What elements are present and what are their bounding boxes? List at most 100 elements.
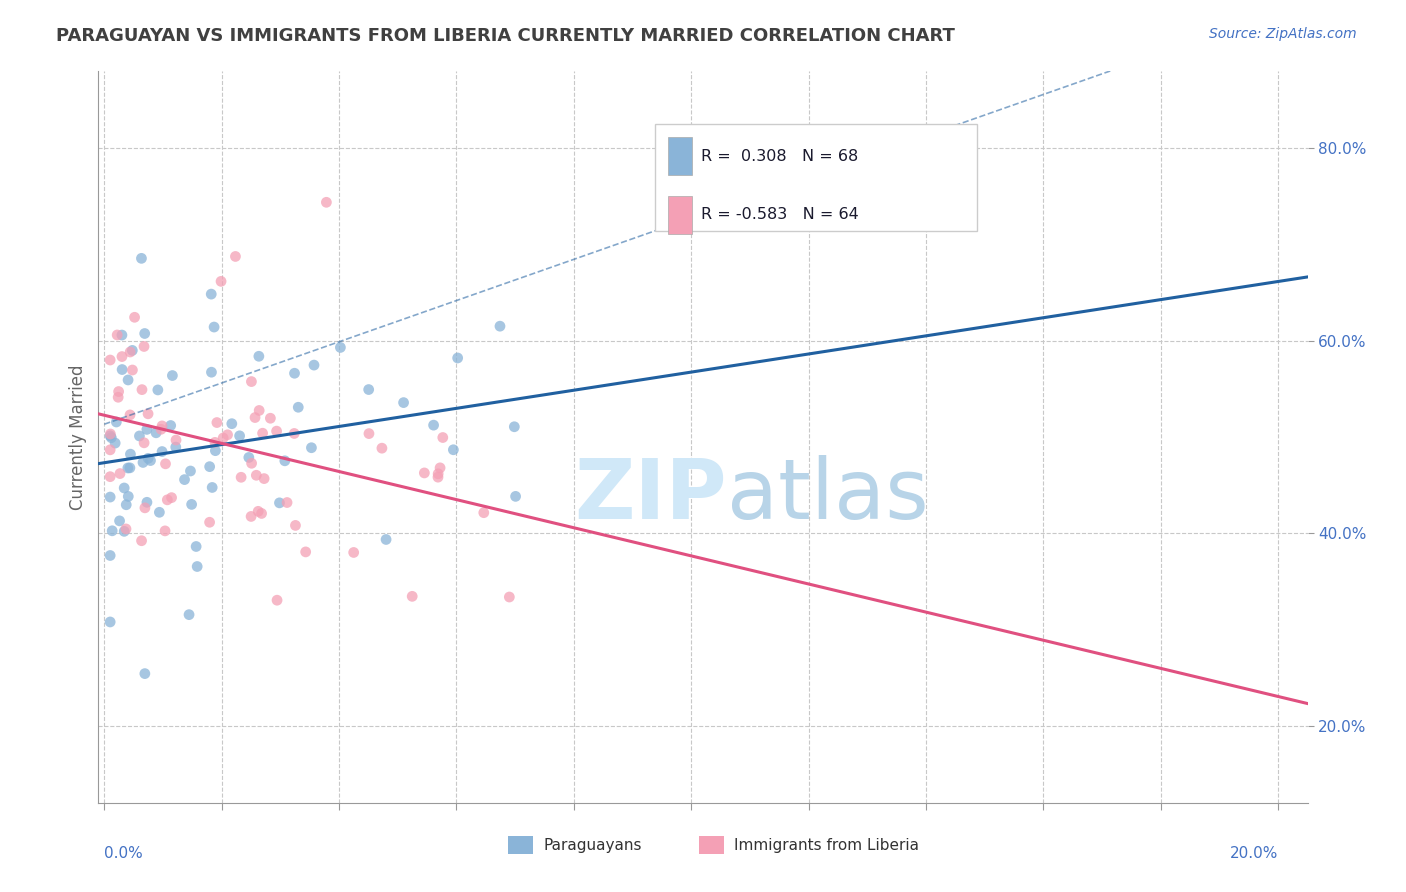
Point — [294, 545, 316, 559]
Point — [204, 443, 226, 458]
Point — [204, 435, 226, 450]
Point — [134, 326, 156, 341]
Point — [447, 351, 470, 365]
Y-axis label: Currently Married: Currently Married — [69, 364, 87, 510]
Point — [108, 467, 131, 481]
Point — [498, 590, 520, 604]
Text: Paraguayans: Paraguayans — [543, 838, 641, 853]
Point — [112, 524, 135, 539]
Point — [198, 515, 221, 529]
Point — [276, 495, 298, 509]
Point — [134, 666, 156, 681]
Point — [401, 590, 423, 604]
Point — [186, 540, 208, 554]
Point — [146, 383, 169, 397]
Point — [283, 366, 305, 380]
Point — [221, 417, 243, 431]
Point — [115, 498, 138, 512]
Text: R =  0.308   N = 68: R = 0.308 N = 68 — [702, 149, 858, 163]
Point — [243, 410, 266, 425]
Point — [209, 274, 232, 288]
Point — [100, 431, 122, 445]
Point — [343, 545, 366, 559]
Point — [357, 383, 380, 397]
Point — [135, 422, 157, 436]
Text: PARAGUAYAN VS IMMIGRANTS FROM LIBERIA CURRENTLY MARRIED CORRELATION CHART: PARAGUAYAN VS IMMIGRANTS FROM LIBERIA CU… — [56, 27, 955, 45]
Point — [150, 444, 173, 458]
Point — [159, 418, 181, 433]
Point — [98, 442, 121, 457]
Point — [112, 481, 135, 495]
Point — [202, 320, 225, 334]
Point — [269, 496, 291, 510]
Point — [121, 343, 143, 358]
Point — [165, 440, 187, 454]
Point — [229, 470, 252, 484]
Point — [105, 415, 128, 429]
Point — [150, 418, 173, 433]
Point — [117, 373, 139, 387]
Point — [131, 383, 153, 397]
Text: R = -0.583   N = 64: R = -0.583 N = 64 — [702, 207, 859, 222]
Point — [136, 407, 159, 421]
Point — [392, 395, 415, 409]
Point — [201, 480, 224, 494]
Point — [107, 390, 129, 404]
Point — [266, 424, 288, 438]
Point — [132, 435, 155, 450]
Point — [131, 252, 153, 266]
Point — [180, 497, 202, 511]
Text: 20.0%: 20.0% — [1230, 847, 1278, 861]
Point — [98, 353, 121, 368]
Text: Source: ZipAtlas.com: Source: ZipAtlas.com — [1209, 27, 1357, 41]
Point — [371, 441, 394, 455]
Point — [128, 429, 150, 443]
Point — [441, 442, 464, 457]
Point — [121, 363, 143, 377]
Point — [118, 408, 141, 422]
Point — [283, 426, 305, 441]
Point — [505, 489, 527, 503]
Point — [250, 507, 273, 521]
Point — [104, 436, 127, 450]
Point — [150, 422, 173, 436]
Point — [98, 469, 121, 483]
Point — [117, 461, 139, 475]
Point — [120, 447, 142, 461]
Point — [422, 418, 444, 433]
Point — [120, 345, 142, 359]
Point — [98, 429, 121, 443]
Point — [217, 427, 239, 442]
Point — [98, 549, 121, 563]
Text: atlas: atlas — [727, 455, 929, 536]
Point — [205, 416, 228, 430]
Point — [179, 464, 201, 478]
Point — [111, 328, 134, 343]
Point — [131, 533, 153, 548]
Point — [108, 514, 131, 528]
Point — [245, 468, 267, 483]
Point — [252, 426, 274, 441]
Point — [228, 429, 250, 443]
Point — [287, 401, 309, 415]
Point — [98, 490, 121, 504]
Point — [162, 368, 184, 383]
Point — [200, 287, 222, 301]
Point — [238, 450, 260, 465]
Point — [136, 495, 159, 509]
Point — [155, 457, 177, 471]
Point — [186, 559, 208, 574]
Point — [165, 433, 187, 447]
Point — [375, 533, 398, 547]
Point — [115, 522, 138, 536]
Point — [429, 461, 451, 475]
Point — [315, 195, 337, 210]
Point — [472, 506, 495, 520]
Point — [240, 456, 263, 470]
Point — [224, 250, 246, 264]
Point — [156, 492, 179, 507]
Text: Immigrants from Liberia: Immigrants from Liberia — [734, 838, 920, 853]
Point — [266, 593, 288, 607]
Point — [212, 431, 235, 445]
Point — [253, 472, 276, 486]
